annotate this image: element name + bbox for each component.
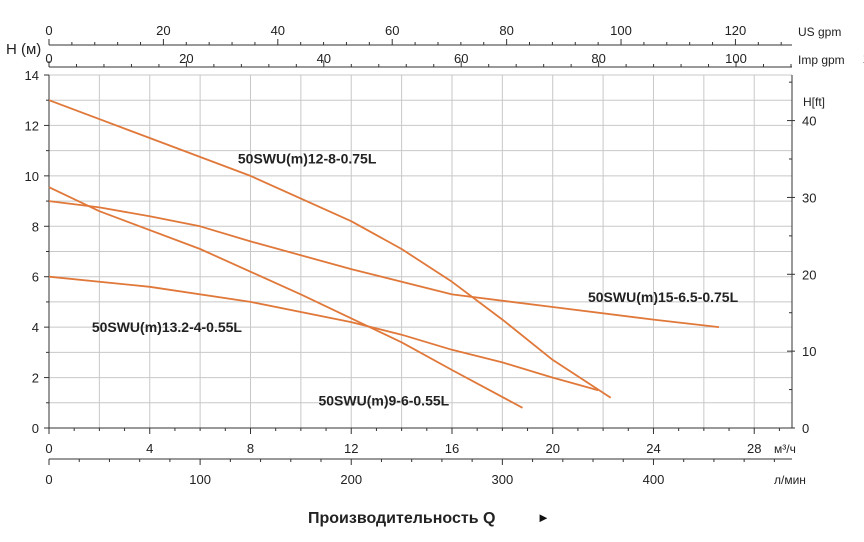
y-tick-label-left: 0	[32, 421, 39, 436]
x-tick-label-m3h: 20	[545, 441, 559, 456]
x-tick-label-lmin: 400	[643, 472, 665, 487]
x-tick-label-impgpm: 0	[45, 51, 52, 66]
curve-line	[48, 186, 523, 409]
x-tick-label-usgpm: 40	[271, 23, 285, 38]
x-tick-label-m3h: 8	[247, 441, 254, 456]
y-tick-label-left: 6	[32, 270, 39, 285]
x-axis-title: Производительность Q	[308, 510, 495, 527]
y-tick-label-right: 0	[802, 421, 809, 436]
y-tick-label-right: 10	[802, 344, 816, 359]
x-axis-title-arrow: ►	[537, 510, 550, 525]
grid	[49, 74, 792, 428]
x-unit-impgpm: Imp gpm	[798, 53, 845, 67]
x-tick-label-impgpm: 60	[454, 51, 468, 66]
y-tick-label-left: 14	[25, 68, 39, 83]
x-tick-label-impgpm: 80	[591, 51, 605, 66]
x-tick-label-m3h: 28	[747, 441, 761, 456]
x-tick-label-impgpm: 40	[317, 51, 331, 66]
y-tick-label-left: 2	[32, 371, 39, 386]
x-tick-label-m3h: 24	[646, 441, 660, 456]
x-tick-label-lmin: 0	[45, 472, 52, 487]
y-tick-label-right: 30	[802, 190, 816, 205]
curve-line	[48, 200, 720, 328]
x-tick-label-usgpm: 80	[499, 23, 513, 38]
x-tick-label-m3h: 12	[344, 441, 358, 456]
y-tick-label-left: 8	[32, 219, 39, 234]
x-tick-label-impgpm: 120	[863, 51, 864, 66]
x-tick-label-usgpm: 60	[385, 23, 399, 38]
curve-labels: 50SWU(m)12-8-0.75L 50SWU(m)15-6.5-0.75L 50…	[92, 150, 739, 408]
y-axis-label-right: H[ft]	[803, 95, 825, 109]
curve-line	[48, 275, 599, 392]
x-tick-label-lmin: 200	[340, 472, 362, 487]
x-tick-label-impgpm: 100	[725, 51, 747, 66]
curve-label: 50SWU(m)12-8-0.75L	[238, 150, 377, 166]
x-unit-m3h: м³/ч	[774, 442, 796, 456]
x-tick-label-m3h: 0	[45, 441, 52, 456]
curve-label: 50SWU(m)13.2-4-0.55L	[92, 319, 243, 335]
curve-line	[48, 99, 612, 399]
curves	[48, 99, 720, 409]
x-unit-lmin: л/мин	[774, 473, 806, 487]
x-tick-label-usgpm: 0	[45, 23, 52, 38]
x-tick-label-usgpm: 100	[610, 23, 632, 38]
x-tick-label-m3h: 16	[445, 441, 459, 456]
x-tick-label-m3h: 4	[146, 441, 153, 456]
y-tick-label-left: 12	[25, 118, 39, 133]
x-unit-usgpm: US gpm	[798, 25, 841, 39]
x-tick-label-impgpm: 20	[179, 51, 193, 66]
curve-label: 50SWU(m)15-6.5-0.75L	[588, 289, 739, 305]
x-tick-label-lmin: 100	[189, 472, 211, 487]
y-tick-label-right: 20	[802, 267, 816, 282]
y-tick-label-left: 4	[32, 320, 39, 335]
x-tick-label-usgpm: 120	[725, 23, 747, 38]
y-axis-label-left: H (м)	[6, 41, 41, 58]
y-tick-label-right: 40	[802, 114, 816, 129]
x-tick-label-usgpm: 20	[156, 23, 170, 38]
curve-label: 50SWU(m)9-6-0.55L	[318, 392, 449, 408]
y-tick-label-left: 10	[25, 169, 39, 184]
x-tick-label-lmin: 300	[492, 472, 514, 487]
